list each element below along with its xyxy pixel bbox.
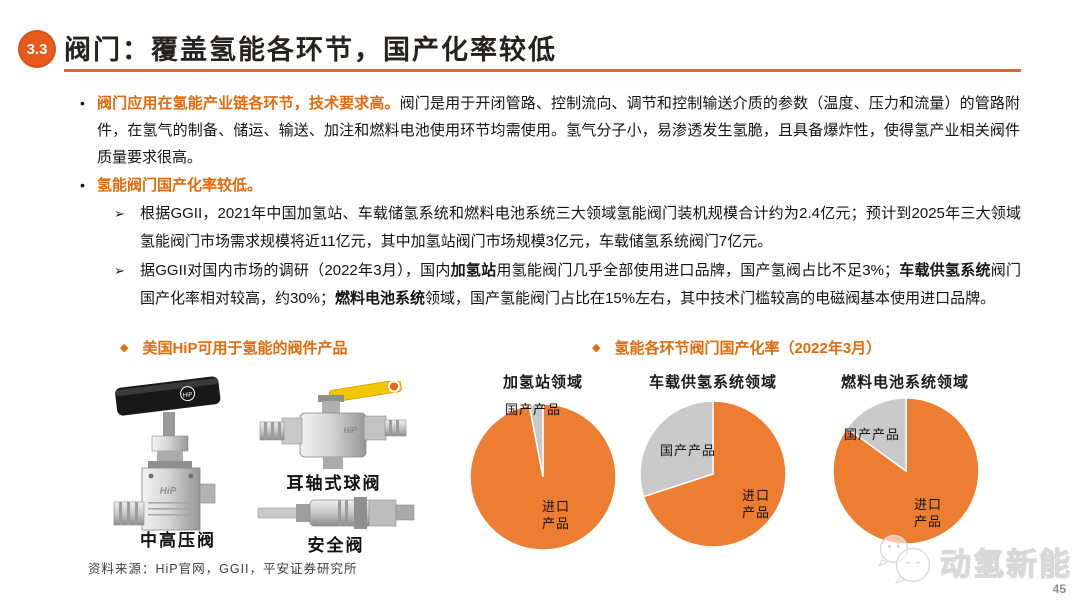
- bullet-1-body: 阀门是用于开闭管路、控制流向、调节和控制输送介质的参数（温度、压力和流量）的管路…: [97, 95, 1020, 166]
- bullet-1-lead: 阀门应用在氢能产业链各环节，技术要求高。: [97, 95, 400, 112]
- pie-title-onboard-supply: 车载供氢系统领域: [648, 374, 777, 391]
- sub-bullet-2-seg-4: 阀门国产化率相对较高，约30%；: [140, 262, 1021, 307]
- pie-3-import-label: 进口产品: [913, 497, 942, 529]
- title-underline: [64, 69, 1021, 72]
- pie-title-refueling-station: 加氢站领域: [502, 374, 583, 391]
- chat-bubbles-logo-icon: [877, 534, 931, 584]
- sub-bullet-1: ➢ 根据GGII，2021年中国加氢站、车载储氢系统和燃料电池系统三大领域氢能阀…: [114, 200, 1021, 255]
- figure-right-header: ◆ 氢能各环节阀门国产化率（2022年3月）: [592, 337, 881, 358]
- figure-left-header: ◆ 美国HiP可用于氢能的阀件产品: [120, 337, 347, 358]
- arrow-bullet-icon: ➢: [114, 263, 125, 278]
- pie-slice: [642, 400, 787, 548]
- bullet-2-lead: 氢能阀门国产化率较低。: [97, 177, 263, 194]
- pie-slice: [845, 397, 907, 473]
- sub-bullet-1-text: 根据GGII，2021年中国加氢站、车载储氢系统和燃料电池系统三大领域氢能阀门装…: [140, 205, 1021, 250]
- valve-label-trunnion-ball: 耳轴式球阀: [286, 474, 382, 493]
- sub-bullet-2-seg-0: 据GGII对国内市场的调研（2022年3月），国内: [140, 262, 451, 279]
- sub-bullet-2-seg-1: 加氢站: [450, 262, 497, 279]
- bullet-paragraph-1: • 阀门应用在氢能产业链各环节，技术要求高。阀门是用于开闭管路、控制流向、调节和…: [80, 90, 1020, 171]
- figure-right-title: 氢能各环节阀门国产化率（2022年3月）: [614, 340, 882, 357]
- sub-bullet-2-seg-2: 用氢能阀门几乎全部使用进口品牌，国产氢阀占比不足3%；: [496, 262, 899, 279]
- pie-2-domestic-label: 国产产品: [660, 443, 717, 458]
- page-number: 45: [1052, 582, 1066, 596]
- page-title: 阀门：覆盖氢能各环节，国产化率较低: [64, 35, 557, 65]
- sub-bullet-2-seg-3: 车载供氢系统: [898, 262, 991, 279]
- valve-handle: HiP: [115, 376, 221, 416]
- pie-title-fuel-cell: 燃料电池系统领域: [840, 374, 969, 391]
- valve-label-medium-high-pressure: 中高压阀: [140, 531, 216, 550]
- pie-chart-refueling-station: [469, 403, 617, 551]
- brand-mark: HiP: [343, 426, 357, 435]
- source-note: 资料来源：HiP官网，GGII，平安证券研究所: [88, 562, 358, 576]
- pie-chart-fuel-cell: [832, 397, 980, 545]
- needle-valve-image: HiP HiP: [113, 376, 221, 531]
- safety-valve-image: [257, 497, 415, 529]
- brand-mark: HiP: [183, 392, 193, 399]
- diamond-bullet-icon: ◆: [120, 342, 129, 354]
- bullet-paragraph-2: • 氢能阀门国产化率较低。: [80, 172, 1020, 199]
- bullet-icon: •: [80, 177, 85, 193]
- watermark: 动氢新能: [872, 533, 1072, 587]
- watermark-text: 动氢新能: [939, 546, 1072, 582]
- sub-bullet-2-seg-5: 燃料电池系统: [335, 289, 426, 307]
- bullet-icon: •: [80, 95, 85, 111]
- pie-slice: [528, 403, 544, 478]
- sub-bullet-2-seg-6: 领域，国产氢能阀门占比在15%左右，其中技术门槛较高的电磁阀基本使用进口品牌。: [425, 289, 996, 307]
- pie-chart-onboard-supply: [639, 400, 787, 548]
- pie-2-import-label: 进口产品: [741, 488, 770, 520]
- ball-valve-image: HiP: [259, 381, 407, 469]
- pie-3-domestic-label: 国产产品: [844, 427, 901, 442]
- valve-label-safety: 安全阀: [307, 536, 365, 555]
- pie-1-domestic-label: 国产产品: [505, 402, 562, 417]
- section-number: 3.3: [26, 40, 48, 58]
- section-number-badge: 3.3: [18, 30, 56, 68]
- brand-mark: HiP: [160, 486, 177, 497]
- sub-bullet-2: ➢ 据GGII对国内市场的调研（2022年3月），国内加氢站用氢能阀门几乎全部使…: [114, 257, 1021, 312]
- valve-handle: [328, 381, 402, 403]
- pie-slice: [639, 400, 714, 498]
- figure-left-title: 美国HiP可用于氢能的阀件产品: [142, 340, 348, 357]
- diamond-bullet-icon: ◆: [592, 342, 601, 354]
- pie-1-import-label: 进口产品: [541, 499, 570, 531]
- arrow-bullet-icon: ➢: [114, 206, 125, 221]
